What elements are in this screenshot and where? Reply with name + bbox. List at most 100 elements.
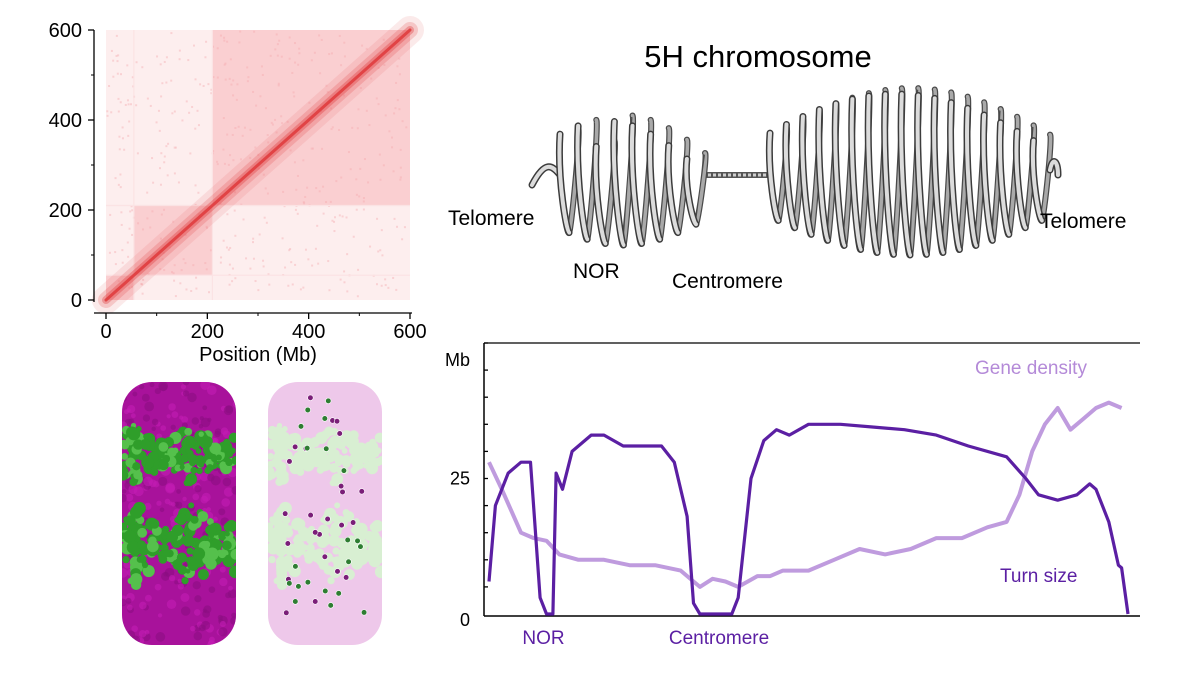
model-right-green-grain bbox=[268, 440, 276, 450]
model-left-green-grain bbox=[136, 540, 146, 550]
heatmap-speckle bbox=[281, 122, 284, 125]
model-left-green-grain bbox=[206, 464, 214, 472]
model-left-grain bbox=[158, 476, 168, 486]
model-left-grain bbox=[125, 597, 132, 604]
model-right-green-grain bbox=[295, 519, 306, 529]
heatmap-speckle bbox=[282, 190, 285, 193]
model-left-green-grain bbox=[190, 466, 198, 474]
heatmap-speckle bbox=[112, 59, 115, 62]
heatmap-speckle bbox=[333, 230, 336, 233]
model-left-grain bbox=[143, 476, 153, 487]
heatmap-speckle bbox=[319, 72, 322, 75]
heatmap-speckle bbox=[117, 54, 120, 57]
model-right-green-grain bbox=[268, 556, 276, 564]
heatmap-speckle bbox=[204, 262, 207, 265]
model-left-green-grain bbox=[122, 453, 129, 460]
heatmap-speckle bbox=[146, 217, 149, 220]
heatmap-speckle bbox=[382, 164, 385, 167]
model-right-bead bbox=[283, 609, 290, 616]
heatmap-speckle bbox=[294, 208, 297, 211]
coil-right-front bbox=[767, 92, 1044, 257]
heatmap-speckle bbox=[391, 136, 394, 139]
model-left-grain bbox=[230, 616, 236, 626]
heatmap-speckle bbox=[271, 123, 274, 126]
model-right-bead bbox=[321, 415, 328, 422]
model-left-grain bbox=[212, 437, 219, 444]
heatmap-speckle bbox=[242, 218, 245, 221]
model-right-bead bbox=[334, 568, 341, 575]
model-right-green-grain bbox=[374, 565, 382, 579]
heatmap-speckle bbox=[362, 208, 365, 211]
model-right-green-grain bbox=[329, 528, 336, 535]
model-left-grain bbox=[131, 625, 138, 633]
heatmap-speckle bbox=[116, 60, 119, 63]
model-left-green-grain bbox=[222, 443, 231, 452]
heatmap-speckle bbox=[268, 283, 271, 286]
heatmap-speckle bbox=[343, 41, 346, 44]
heatmap-speckle bbox=[262, 265, 265, 268]
heatmap-speckle bbox=[165, 145, 168, 148]
heatmap-speckle bbox=[393, 112, 396, 115]
model-right-bead bbox=[345, 558, 352, 565]
model-left-grain bbox=[177, 578, 183, 584]
heatmap-speckle bbox=[163, 208, 166, 211]
model-left-grain bbox=[170, 424, 176, 430]
heatmap-speckle bbox=[110, 49, 113, 52]
model-left-green-grain bbox=[218, 550, 227, 559]
heatmap-speckle bbox=[289, 149, 292, 152]
heatmap-speckle bbox=[130, 205, 133, 208]
heatmap-speckle bbox=[106, 114, 109, 117]
heatmap-speckle bbox=[288, 249, 291, 252]
model-left-grain bbox=[212, 516, 218, 522]
label-telomere-right: Telomere bbox=[1040, 210, 1126, 233]
heatmap-y-tick-label: 200 bbox=[49, 200, 82, 222]
heatmap-speckle bbox=[280, 115, 283, 118]
label-nor: NOR bbox=[573, 260, 620, 283]
model-left-grain bbox=[149, 382, 155, 388]
model-left-grain bbox=[187, 392, 197, 403]
heatmap-speckle bbox=[131, 233, 134, 236]
model-left-grain bbox=[231, 485, 236, 495]
model-right-green-grain bbox=[344, 431, 350, 437]
heatmap-speckle bbox=[114, 177, 117, 180]
model-left-grain bbox=[166, 599, 177, 610]
model-left-green-grain bbox=[141, 455, 155, 469]
heatmap-speckle bbox=[294, 42, 297, 45]
heatmap-speckle bbox=[151, 157, 154, 160]
heatmap-speckle bbox=[276, 43, 279, 46]
model-left-green-grain bbox=[224, 531, 230, 537]
heatmap-speckle bbox=[276, 54, 279, 57]
heatmap-speckle bbox=[384, 284, 387, 287]
model-left-green-grain bbox=[130, 573, 143, 586]
heatmap-speckle bbox=[384, 114, 387, 117]
heatmap-speckle bbox=[299, 288, 302, 291]
heatmap-speckle bbox=[116, 72, 119, 75]
heatmap-speckle bbox=[108, 251, 111, 254]
heatmap-speckle bbox=[266, 134, 269, 137]
chromosome-title: 5H chromosome bbox=[644, 39, 871, 74]
heatmap-speckle bbox=[388, 130, 391, 133]
heatmap-speckle bbox=[225, 246, 228, 249]
heatmap-speckle bbox=[159, 237, 162, 240]
heatmap-speckle bbox=[317, 262, 320, 265]
heatmap-speckle bbox=[197, 191, 200, 194]
model-right-green-grain bbox=[368, 443, 377, 452]
chromosome-3d-model-colored bbox=[122, 382, 236, 645]
heatmap-speckle bbox=[120, 223, 123, 226]
heatmap-speckle bbox=[121, 126, 124, 129]
heatmap-speckle bbox=[257, 167, 260, 170]
heatmap-speckle bbox=[233, 191, 236, 194]
heatmap-speckle bbox=[274, 118, 277, 121]
model-right-green-grain bbox=[328, 462, 339, 473]
model-right-green-grain bbox=[361, 454, 368, 461]
model-left-green-grain bbox=[133, 470, 143, 480]
heatmap-speckle bbox=[237, 125, 240, 128]
model-left-green-grain bbox=[225, 458, 233, 467]
heatmap-speckle bbox=[204, 56, 207, 59]
heatmap-speckle bbox=[234, 277, 237, 280]
heatmap-speckle bbox=[293, 161, 296, 164]
model-left-grain bbox=[151, 426, 156, 432]
model-right-green-grain bbox=[307, 530, 314, 536]
heatmap-speckle bbox=[331, 219, 334, 222]
heatmap-speckle bbox=[123, 148, 126, 151]
